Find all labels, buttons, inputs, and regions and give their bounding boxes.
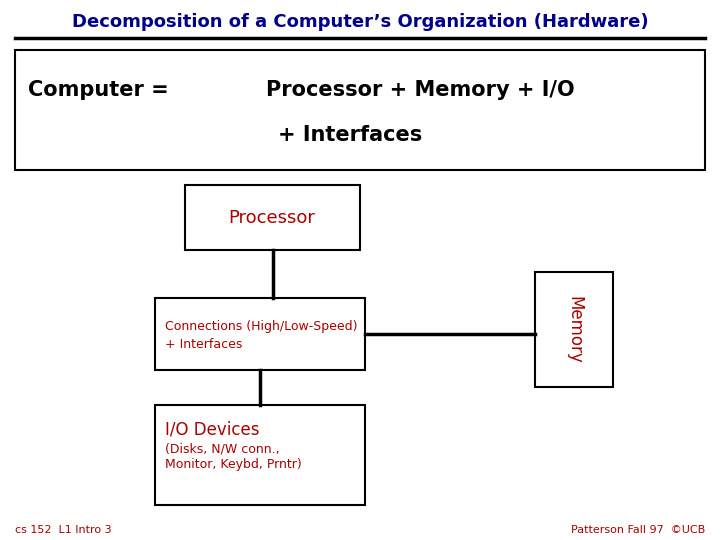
- Text: (Disks, N/W conn.,: (Disks, N/W conn.,: [165, 442, 279, 455]
- Bar: [155, 405, 365, 505]
- Text: Decomposition of a Computer’s Organization (Hardware): Decomposition of a Computer’s Organizati…: [72, 13, 648, 31]
- Text: Memory: Memory: [565, 296, 583, 364]
- Text: Processor + Memory + I/O: Processor + Memory + I/O: [266, 80, 575, 100]
- Bar: [185, 185, 360, 250]
- Text: Connections (High/Low-Speed): Connections (High/Low-Speed): [165, 320, 358, 333]
- Bar: [155, 298, 365, 370]
- Text: + Interfaces: + Interfaces: [278, 125, 422, 145]
- Text: Processor: Processor: [228, 209, 315, 227]
- Text: + Interfaces: + Interfaces: [165, 338, 243, 351]
- Text: cs 152  L1 Intro 3: cs 152 L1 Intro 3: [15, 525, 112, 535]
- Text: Patterson Fall 97  ©UCB: Patterson Fall 97 ©UCB: [571, 525, 705, 535]
- Text: I/O Devices: I/O Devices: [165, 420, 259, 438]
- Text: Computer =: Computer =: [28, 80, 168, 100]
- Bar: [15, 50, 705, 170]
- Text: Monitor, Keybd, Prntr): Monitor, Keybd, Prntr): [165, 458, 302, 471]
- Bar: [535, 272, 613, 387]
